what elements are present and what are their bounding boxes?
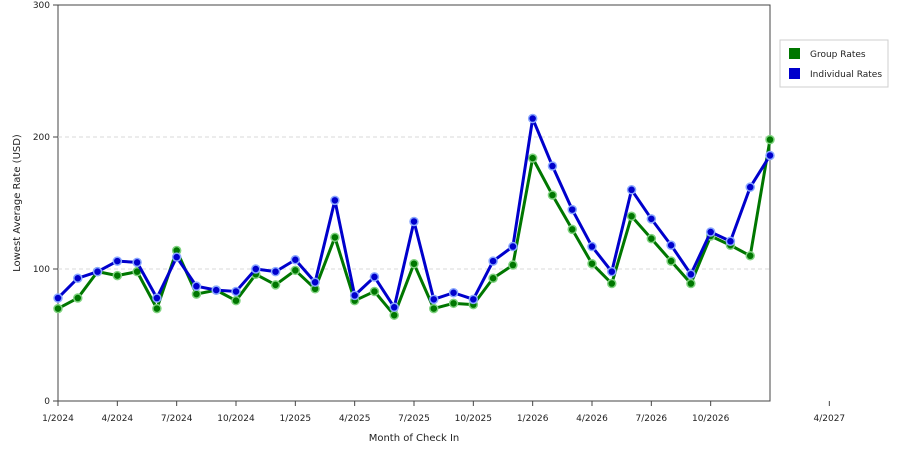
individual-rate-point-36 — [745, 182, 755, 192]
group-rate-point-18 — [389, 310, 399, 320]
individual-rate-point-24 — [508, 241, 518, 252]
group-rate-point-17 — [369, 286, 380, 297]
group-rate-point-31 — [646, 233, 657, 244]
individual-rate-point-31 — [646, 214, 657, 224]
group-rate-point-12 — [270, 280, 281, 290]
plot-area — [57, 4, 771, 402]
group-rate-point-4 — [112, 270, 123, 281]
y-tick-label: 200 — [33, 133, 50, 143]
individual-rate-point-2 — [73, 273, 83, 283]
individual-rate-point-7 — [171, 252, 182, 262]
x-tick-label: 4/2024 — [101, 414, 133, 424]
x-tick-label: 4/2025 — [339, 414, 371, 424]
individual-rate-point-3 — [92, 266, 103, 277]
individual-rate-point-17 — [369, 272, 380, 282]
group-rate-point-37 — [765, 134, 775, 145]
group-rate-point-25 — [527, 153, 538, 163]
x-axis-title: Month of Check In — [369, 433, 460, 444]
x-tick-label: 4/2027 — [813, 414, 845, 424]
group-rate-point-15 — [330, 232, 340, 243]
y-tick-label: 100 — [33, 265, 50, 275]
x-tick-label: 4/2026 — [576, 414, 608, 424]
group-rate-point-29 — [607, 278, 617, 289]
x-tick-label: 7/2024 — [161, 414, 193, 424]
individual-rate-point-1 — [53, 293, 63, 303]
individual-rate-point-37 — [765, 150, 775, 161]
individual-rate-point-33 — [686, 269, 696, 280]
individual-rate-point-16 — [349, 290, 360, 301]
group-rate-point-30 — [626, 211, 637, 221]
group-rate-point-6 — [152, 303, 162, 314]
legend-label-group-rates: Group Rates — [810, 50, 866, 60]
group-rate-point-10 — [231, 295, 241, 306]
legend-label-individual-rates: Individual Rates — [810, 70, 882, 80]
individual-rate-point-10 — [231, 286, 241, 297]
individual-rate-point-20 — [429, 294, 439, 305]
individual-rate-point-28 — [587, 241, 597, 252]
y-tick-label: 0 — [44, 397, 50, 407]
individual-rate-point-35 — [725, 236, 736, 247]
group-rate-point-2 — [73, 293, 83, 303]
individual-rate-point-14 — [310, 277, 320, 287]
individual-rate-point-18 — [389, 302, 399, 313]
individual-rate-point-9 — [211, 285, 221, 295]
group-rate-point-8 — [191, 289, 202, 299]
group-rate-point-24 — [508, 260, 518, 270]
group-rate-point-36 — [745, 251, 755, 261]
individual-rate-point-22 — [468, 294, 479, 305]
group-rate-point-26 — [547, 190, 558, 200]
group-rate-point-28 — [587, 258, 597, 269]
x-tick-label: 7/2025 — [398, 414, 430, 424]
x-tick-label: 10/2026 — [692, 414, 730, 424]
legend-swatch-individual-rates — [789, 68, 800, 79]
individual-rate-point-4 — [112, 256, 123, 266]
individual-rate-point-8 — [191, 281, 202, 291]
group-rate-point-20 — [429, 303, 439, 314]
individual-rate-point-19 — [409, 216, 419, 227]
individual-rate-point-5 — [132, 257, 142, 268]
individual-rate-point-34 — [705, 227, 716, 237]
x-tick-label: 10/2024 — [217, 414, 255, 424]
group-rate-point-23 — [488, 273, 498, 283]
individual-rate-point-29 — [607, 266, 617, 277]
y-tick-label: 300 — [33, 1, 50, 11]
individual-rate-point-13 — [290, 255, 301, 265]
legend-swatch-group-rates — [789, 48, 800, 59]
group-rate-point-33 — [686, 278, 696, 289]
y-axis-title: Lowest Average Rate (USD) — [12, 134, 23, 272]
x-tick-label: 10/2025 — [455, 414, 492, 424]
legend-box — [779, 39, 889, 88]
x-tick-label: 7/2026 — [635, 414, 667, 424]
individual-rate-point-25 — [527, 113, 538, 124]
individual-rate-point-32 — [666, 240, 676, 250]
group-rate-point-27 — [567, 224, 577, 235]
x-tick-label: 1/2026 — [517, 414, 549, 424]
individual-rate-point-30 — [626, 185, 637, 195]
group-rate-point-21 — [448, 298, 459, 309]
x-tick-label: 1/2025 — [279, 414, 311, 424]
group-rate-point-19 — [409, 258, 419, 269]
individual-rate-point-23 — [488, 256, 498, 266]
individual-rate-point-6 — [152, 293, 162, 303]
individual-rate-point-15 — [330, 195, 340, 206]
individual-rate-point-26 — [547, 161, 558, 171]
individual-rate-point-11 — [251, 264, 261, 274]
group-rate-point-32 — [666, 256, 676, 266]
group-rate-point-1 — [53, 303, 63, 314]
individual-rate-point-27 — [567, 204, 577, 215]
individual-rate-point-12 — [270, 266, 281, 277]
group-rate-point-13 — [290, 265, 301, 276]
individual-rate-point-21 — [448, 288, 459, 298]
x-tick-label: 1/2024 — [42, 414, 74, 424]
